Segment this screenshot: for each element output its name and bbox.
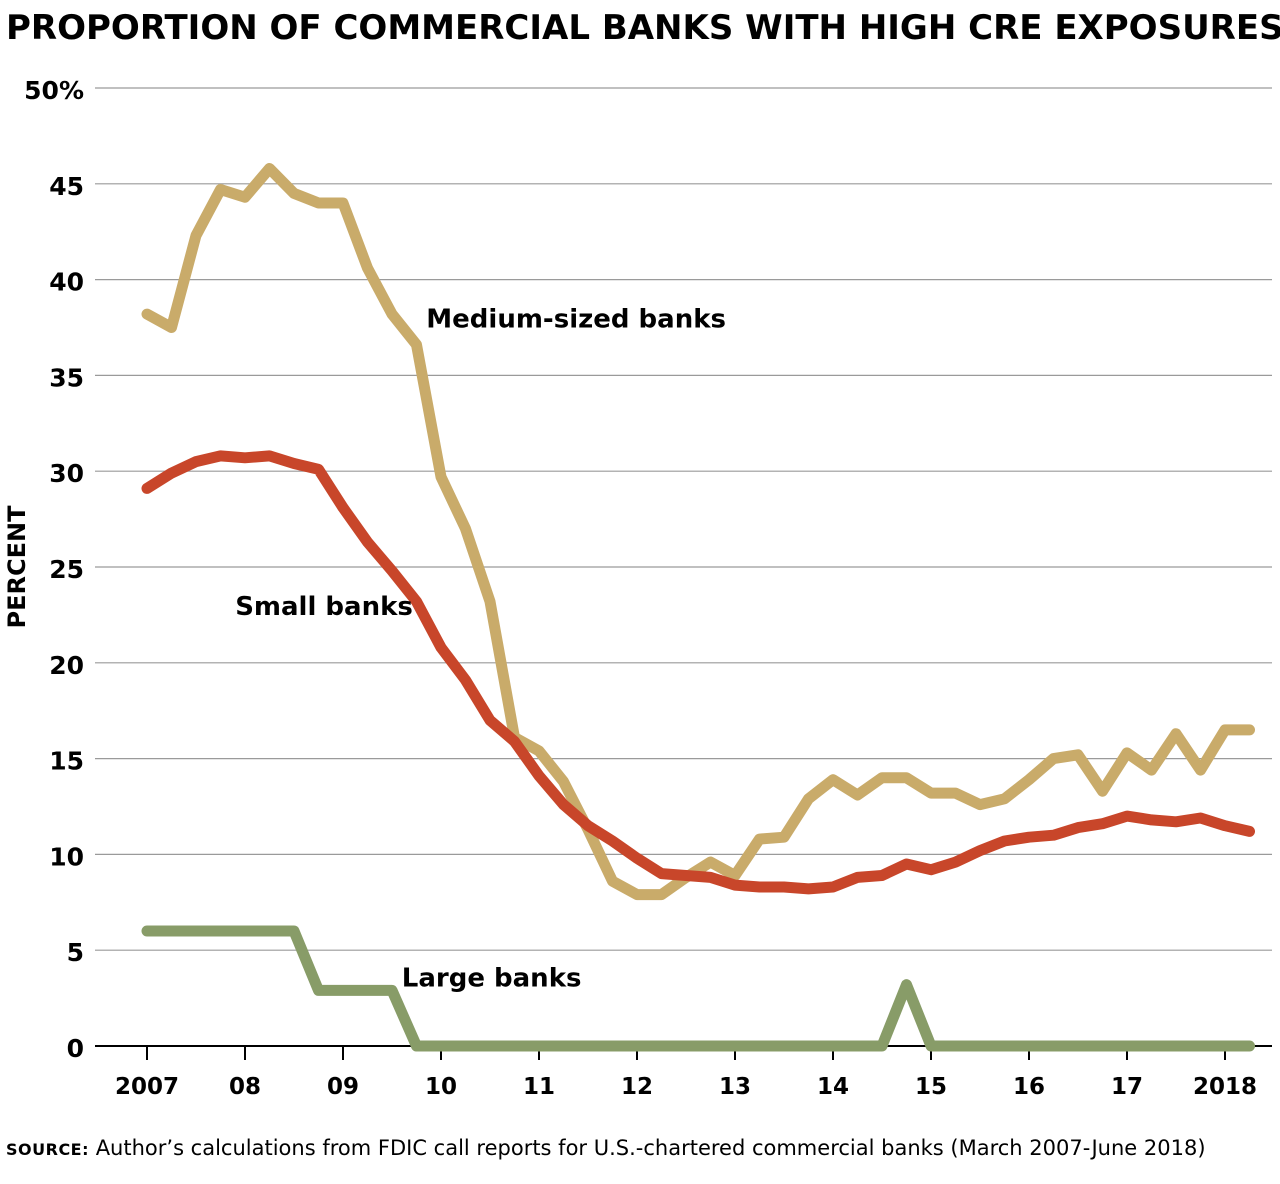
- y-tick-label: 25: [49, 555, 84, 584]
- y-tick-label: 10: [49, 842, 84, 871]
- x-tick-label: 13: [719, 1074, 751, 1100]
- x-tick-label: 11: [523, 1074, 555, 1100]
- chart-title: PROPORTION OF COMMERCIAL BANKS WITH HIGH…: [6, 8, 1280, 48]
- series-annotation: Medium-sized banks: [426, 305, 726, 335]
- source-label: SOURCE:: [6, 1140, 90, 1159]
- y-tick-label: 50%: [24, 76, 84, 105]
- y-tick-label: 5: [67, 938, 84, 967]
- x-tick-label: 16: [1013, 1074, 1045, 1100]
- y-tick-label: 20: [49, 651, 84, 680]
- x-tick-label: 10: [425, 1074, 457, 1100]
- series-annotation: Large banks: [402, 964, 582, 994]
- x-tick-label: 12: [621, 1074, 653, 1100]
- x-tick-label: 08: [229, 1074, 261, 1100]
- x-tick-label: 17: [1111, 1074, 1143, 1100]
- x-tick-label: 09: [327, 1074, 359, 1100]
- series-annotation: Small banks: [235, 592, 413, 622]
- y-tick-label: 45: [49, 172, 84, 201]
- x-tick-label: 2018: [1193, 1074, 1257, 1100]
- y-axis-title: PERCENT: [3, 505, 31, 629]
- y-tick-label: 35: [49, 363, 84, 392]
- x-tick-label: 2007: [115, 1074, 179, 1100]
- series-line-small-banks: [141, 450, 1255, 895]
- y-axis-title-group: PERCENT: [3, 505, 31, 629]
- series-line-medium-sized-banks: [141, 163, 1255, 901]
- series-annotations: Medium-sized banks Small banks Large banks: [235, 305, 726, 994]
- y-tick-label: 15: [49, 747, 84, 776]
- y-tick-label: 0: [67, 1034, 84, 1063]
- series-lines: [141, 163, 1255, 1052]
- y-tick-label: 30: [49, 459, 84, 488]
- axes: 0 5 10 15 20 25 30 35 40 45 50% 2007 08 09 10 11 12 13 14 1…: [24, 76, 1272, 1100]
- source-note: SOURCE: Author’s calculations from FDIC …: [6, 1136, 1206, 1160]
- y-tick-label: 40: [49, 268, 84, 297]
- x-tick-label: 15: [915, 1074, 947, 1100]
- source-text: Author’s calculations from FDIC call rep…: [89, 1136, 1206, 1160]
- x-tick-label: 14: [817, 1074, 849, 1100]
- series-line-large-banks: [141, 925, 1255, 1052]
